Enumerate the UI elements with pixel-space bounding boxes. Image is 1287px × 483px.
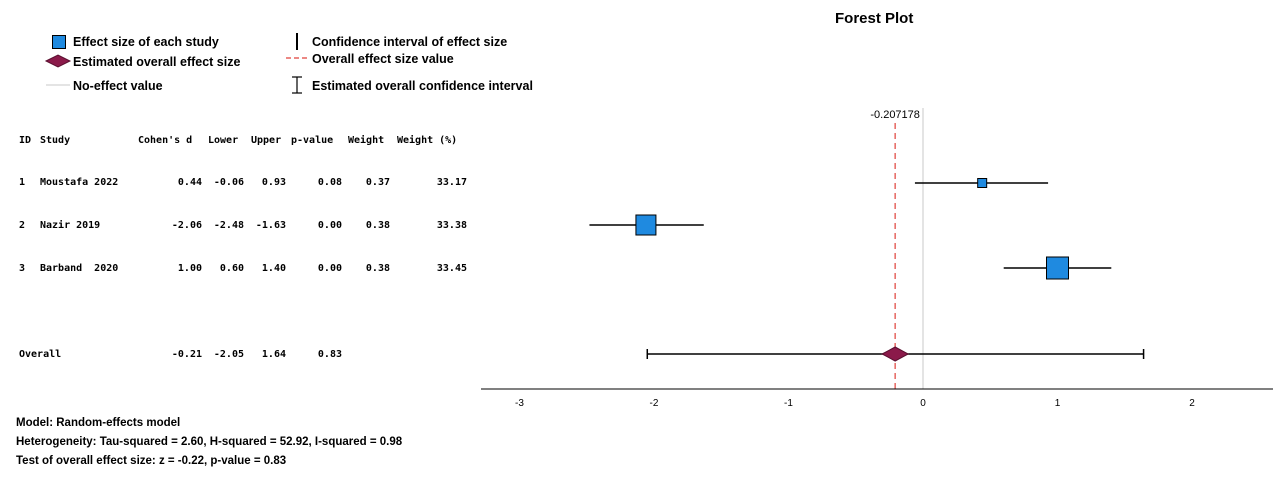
row-upper: 0.93 xyxy=(261,177,286,188)
row-study: Nazir 2019 xyxy=(40,220,101,231)
row-id: 2 xyxy=(19,220,26,231)
row-weight: 0.37 xyxy=(365,177,390,188)
legend-overall-ci-label: Estimated overall confidence interval xyxy=(312,79,533,93)
row-weight: 0.38 xyxy=(365,263,390,274)
header-weight: Weight xyxy=(348,135,385,146)
header-id: ID xyxy=(19,135,32,146)
row-lower: -0.06 xyxy=(213,177,244,188)
overall-effect-marker xyxy=(881,346,910,362)
row-lower: -2.48 xyxy=(213,220,244,231)
overall-p: 0.83 xyxy=(317,349,342,360)
row-d: 1.00 xyxy=(177,263,202,274)
row-study: Barband 2020 xyxy=(40,263,119,274)
overall-lower: -2.05 xyxy=(213,349,244,360)
row-study: Moustafa 2022 xyxy=(40,177,119,188)
header-weight-pct: Weight (%) xyxy=(397,135,458,146)
row-p: 0.08 xyxy=(317,177,342,188)
study-effect-marker xyxy=(977,178,988,188)
row-weight-pct: 33.17 xyxy=(436,177,467,188)
legend-overall-effect-label: Estimated overall effect size xyxy=(73,55,241,69)
row-p: 0.00 xyxy=(317,263,342,274)
legend-ci-label: Confidence interval of effect size xyxy=(312,35,508,49)
legend-overall-value-label: Overall effect size value xyxy=(312,52,454,66)
header-p-value: p-value xyxy=(291,135,334,146)
overall-label: Overall xyxy=(19,349,62,360)
x-tick-label: 0 xyxy=(920,398,926,409)
row-weight-pct: 33.38 xyxy=(436,220,467,231)
row-upper: 1.40 xyxy=(261,263,286,274)
test-text: Test of overall effect size: z = -0.22, … xyxy=(16,455,287,467)
row-weight-pct: 33.45 xyxy=(436,263,467,274)
row-lower: 0.60 xyxy=(219,263,244,274)
header-study: Study xyxy=(40,135,71,146)
effect-size-legend-icon xyxy=(52,35,66,49)
row-id: 3 xyxy=(19,263,26,274)
header-lower: Lower xyxy=(208,135,239,146)
study-effect-marker xyxy=(635,214,657,236)
heterogeneity-text: Heterogeneity: Tau-squared = 2.60, H-squ… xyxy=(16,436,403,448)
header-cohens-d: Cohen's d xyxy=(138,135,193,146)
row-p: 0.00 xyxy=(317,220,342,231)
study-effect-marker xyxy=(1046,256,1069,280)
overall-upper: 1.64 xyxy=(261,349,286,360)
model-text: Model: Random-effects model xyxy=(16,417,181,429)
row-id: 1 xyxy=(19,177,26,188)
row-upper: -1.63 xyxy=(255,220,286,231)
row-d: 0.44 xyxy=(177,177,202,188)
legend-effect-size-label: Effect size of each study xyxy=(73,35,219,49)
x-tick-label: -2 xyxy=(650,398,659,409)
x-tick-label: 2 xyxy=(1189,398,1195,409)
overall-d: -0.21 xyxy=(171,349,202,360)
x-tick-label: 1 xyxy=(1055,398,1061,409)
x-tick-label: -3 xyxy=(515,398,524,409)
overall-value-label: -0.207178 xyxy=(870,109,920,121)
header-upper: Upper xyxy=(251,135,282,146)
x-tick-label: -1 xyxy=(784,398,793,409)
row-weight: 0.38 xyxy=(365,220,390,231)
legend-no-effect-label: No-effect value xyxy=(73,79,163,93)
chart-title: Forest Plot xyxy=(835,10,914,27)
row-d: -2.06 xyxy=(171,220,202,231)
